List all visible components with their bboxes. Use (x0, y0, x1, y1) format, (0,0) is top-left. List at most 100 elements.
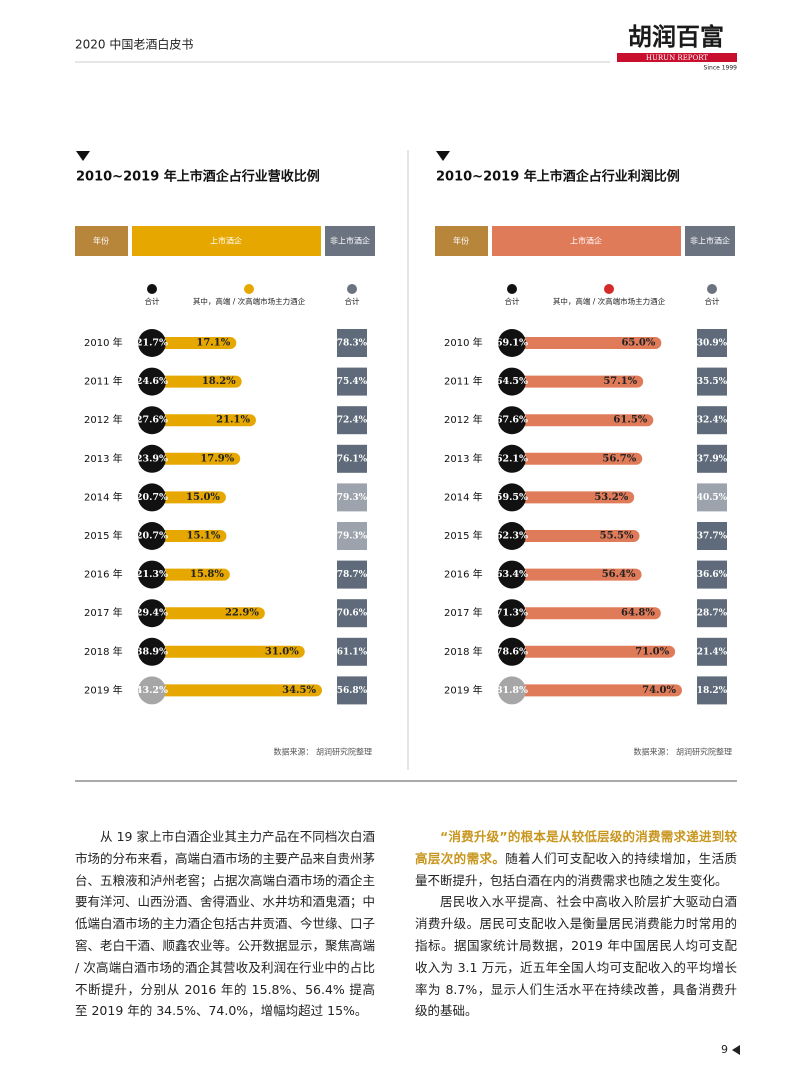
bar (152, 530, 227, 542)
bar (152, 684, 322, 697)
bar-label: 34.5% (282, 685, 316, 696)
total-dot (138, 367, 166, 396)
total-label: 38.9% (136, 646, 168, 657)
total-dot (138, 406, 166, 435)
legend-label: 合计 (505, 296, 520, 306)
header-cell (685, 226, 735, 256)
total-label: 63.4% (496, 569, 528, 580)
total-label: 78.6% (496, 646, 528, 657)
total-dot (498, 406, 526, 435)
non-listed-label: 78.7% (337, 570, 368, 580)
header-label: 非上市酒企 (330, 236, 370, 246)
non-listed-box (337, 522, 367, 550)
year-label: 2012 年 (444, 413, 483, 426)
non-listed-box (337, 444, 367, 473)
header-cell (492, 226, 681, 256)
page-arrow (732, 1045, 740, 1055)
bar (512, 491, 635, 504)
total-label: 20.7% (136, 531, 168, 542)
total-dot (138, 444, 166, 473)
total-label: 21.3% (136, 569, 168, 580)
bar-label: 57.1% (603, 376, 637, 387)
bar (512, 414, 654, 427)
non-listed-label: 30.9% (697, 339, 728, 349)
bar-label: 31.0% (265, 646, 299, 657)
bar-label: 71.0% (635, 646, 669, 657)
bar-label: 53.2% (594, 492, 628, 503)
bar-label: 22.9% (225, 608, 259, 619)
total-dot (498, 367, 526, 396)
total-label: 29.4% (136, 608, 168, 619)
legend-label: 合计 (705, 296, 720, 306)
bar (152, 645, 305, 658)
legend-dot (347, 284, 357, 294)
total-dot (138, 599, 166, 628)
non-listed-box (697, 406, 727, 435)
non-listed-box (697, 560, 727, 589)
non-listed-box (337, 560, 367, 589)
bar-label: 17.9% (200, 453, 234, 464)
total-dot (498, 599, 526, 628)
year-label: 2012 年 (84, 413, 123, 426)
non-listed-box (337, 599, 367, 628)
non-listed-label: 36.6% (697, 570, 728, 580)
total-dot (498, 637, 526, 666)
logo: 胡润百富 (628, 23, 724, 51)
header-cell (325, 226, 375, 256)
total-dot (138, 637, 166, 666)
right-column: “消费升级”的根本是从较低层级的消费需求递进到较高层次的需求。随着人们可支配收入… (415, 826, 737, 1022)
bar-label: 15.8% (190, 569, 224, 580)
paragraph: 从 19 家上市白酒企业其主力产品在不同档次白酒市场的分布来看，高端白酒市场的主… (75, 829, 376, 1019)
bar (152, 337, 237, 349)
non-listed-box (697, 637, 727, 666)
non-listed-box (697, 367, 727, 396)
legend-label: 其中，高端 / 次高端市场主力酒企 (553, 296, 666, 306)
non-listed-label: 35.5% (697, 377, 728, 387)
bar-label: 18.2% (202, 376, 236, 387)
non-listed-label: 79.3% (337, 532, 368, 542)
total-label: 69.1% (496, 338, 528, 349)
total-label: 81.8% (496, 685, 528, 696)
bar (152, 607, 265, 620)
logo-bar (617, 53, 737, 62)
page-number: 9 (721, 1043, 728, 1056)
source: 数据来源： 胡润研究院整理 (633, 747, 732, 757)
bar (512, 645, 676, 658)
header-label: 上市酒企 (570, 236, 602, 246)
paragraph: “消费升级”的根本是从较低层级的消费需求递进到较高层次的需求。随着人们可支配收入… (415, 826, 737, 891)
bar-label: 64.8% (621, 608, 655, 619)
non-listed-label: 72.4% (337, 416, 368, 426)
year-label: 2019 年 (444, 683, 483, 696)
left-column: 从 19 家上市白酒企业其主力产品在不同档次白酒市场的分布来看，高端白酒市场的主… (75, 826, 375, 1022)
year-label: 2018 年 (84, 645, 123, 658)
doc-title: 2020 中国老酒白皮书 (75, 37, 193, 52)
non-listed-box (337, 676, 367, 705)
year-label: 2014 年 (444, 490, 483, 503)
bar (512, 337, 662, 349)
year-label: 2017 年 (444, 606, 483, 619)
total-dot (498, 676, 526, 705)
header-label: 上市酒企 (210, 236, 242, 246)
total-label: 64.5% (496, 376, 528, 387)
non-listed-box (697, 522, 727, 550)
bar (512, 607, 661, 620)
non-listed-label: 79.3% (337, 493, 368, 503)
total-label: 62.3% (496, 531, 528, 542)
year-label: 2013 年 (444, 452, 483, 465)
bar-label: 74.0% (642, 685, 676, 696)
bar (512, 684, 682, 697)
non-listed-label: 32.4% (697, 416, 728, 426)
non-listed-label: 28.7% (697, 609, 728, 619)
total-dot (138, 329, 166, 357)
bar (512, 530, 640, 542)
total-dot (498, 560, 526, 589)
year-label: 2015 年 (84, 529, 123, 542)
total-label: 59.5% (496, 492, 528, 503)
bar-label: 65.0% (621, 338, 655, 349)
year-label: 2016 年 (444, 568, 483, 581)
year-label: 2019 年 (84, 683, 123, 696)
total-label: 71.3% (496, 608, 528, 619)
year-label: 2010 年 (84, 336, 123, 349)
total-dot (498, 329, 526, 357)
